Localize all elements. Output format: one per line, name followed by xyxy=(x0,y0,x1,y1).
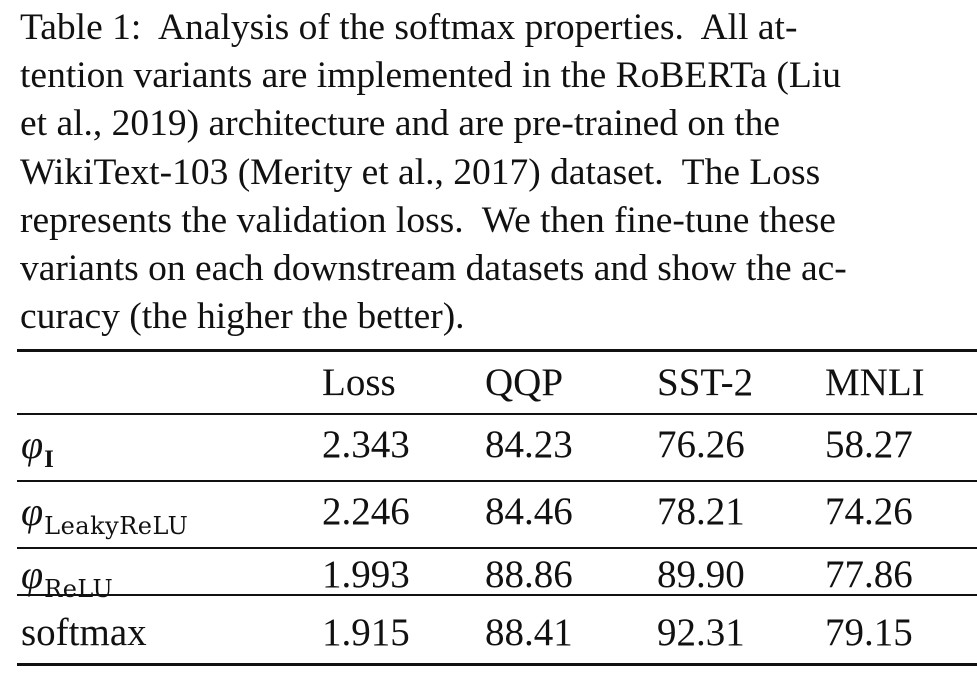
caption-line-4: WikiText-103 (Merity et al., 2017) datas… xyxy=(20,151,821,193)
column-header-loss: Loss xyxy=(322,361,396,404)
phi-symbol: φ xyxy=(21,552,44,597)
table-cell: 84.23 xyxy=(485,423,573,466)
table-cell: 58.27 xyxy=(825,423,913,466)
table-cell: 76.26 xyxy=(657,423,745,466)
table-cell: 79.15 xyxy=(825,611,913,654)
table-top-rule xyxy=(17,349,977,352)
caption-line-5: represents the validation loss. We then … xyxy=(20,199,836,241)
table-header-row: Loss QQP SST-2 MNLI xyxy=(17,353,977,413)
caption-line: et al., 2019) architecture and are pre-t… xyxy=(20,100,954,148)
caption-line-2: tention variants are implemented in the … xyxy=(20,55,841,97)
row-label-phi-leakyrelu: φLeakyReLU xyxy=(21,482,188,547)
row-rule xyxy=(17,480,977,482)
table-row: softmax 1.915 88.41 92.31 79.15 xyxy=(17,603,977,663)
phi-subscript: ReLU xyxy=(44,575,114,603)
table-cell: 1.915 xyxy=(322,611,410,654)
table-caption: Table 1: Analysis of the softmax propert… xyxy=(20,4,954,341)
row-rule xyxy=(17,594,977,596)
table-cell: 2.246 xyxy=(322,490,410,533)
caption-line: tention variants are implemented in the … xyxy=(20,52,954,100)
caption-line: variants on each downstream datasets and… xyxy=(20,245,954,293)
table-cell: 92.31 xyxy=(657,611,745,654)
phi-subscript: LeakyReLU xyxy=(44,512,189,540)
column-header-qqp: QQP xyxy=(485,361,564,404)
caption-line: curacy (the higher the better). xyxy=(20,293,954,341)
row-label-phi-identity: φI xyxy=(21,415,54,481)
table-bottom-rule xyxy=(17,663,977,666)
phi-symbol: φ xyxy=(21,489,44,534)
table-row: φReLU 1.993 88.86 89.90 77.86 xyxy=(17,545,977,605)
caption-line: represents the validation loss. We then … xyxy=(20,197,954,245)
table-cell: 77.86 xyxy=(825,553,913,596)
table-cell: 78.21 xyxy=(657,490,745,533)
caption-line-6: variants on each downstream datasets and… xyxy=(20,248,847,290)
table-cell: 88.41 xyxy=(485,611,573,654)
caption-line-7: curacy (the higher the better). xyxy=(20,296,465,338)
table-cell: 89.90 xyxy=(657,553,745,596)
caption-line-1: Table 1: Analysis of the softmax propert… xyxy=(20,7,798,48)
caption-line: Table 1: Analysis of the softmax propert… xyxy=(20,4,954,52)
table-cell: 88.86 xyxy=(485,553,573,596)
column-header-sst2: SST-2 xyxy=(657,361,754,404)
table-row: φI 2.343 84.23 76.26 58.27 xyxy=(17,415,977,475)
phi-subscript: I xyxy=(44,446,54,473)
table-cell: 1.993 xyxy=(322,553,410,596)
phi-symbol: φ xyxy=(21,422,44,467)
row-rule xyxy=(17,547,977,549)
table-cell: 74.26 xyxy=(825,490,913,533)
caption-line-3: et al., 2019) architecture and are pre-t… xyxy=(20,103,781,145)
header-rule xyxy=(17,413,977,415)
table-row: φLeakyReLU 2.246 84.46 78.21 74.26 xyxy=(17,482,977,542)
caption-line: WikiText-103 (Merity et al., 2017) datas… xyxy=(20,149,954,197)
table-cell: 84.46 xyxy=(485,490,573,533)
row-label-softmax: softmax xyxy=(21,611,147,654)
row-label-phi-relu: φReLU xyxy=(21,545,113,610)
table-cell: 2.343 xyxy=(322,423,410,466)
column-header-mnli: MNLI xyxy=(825,361,925,404)
